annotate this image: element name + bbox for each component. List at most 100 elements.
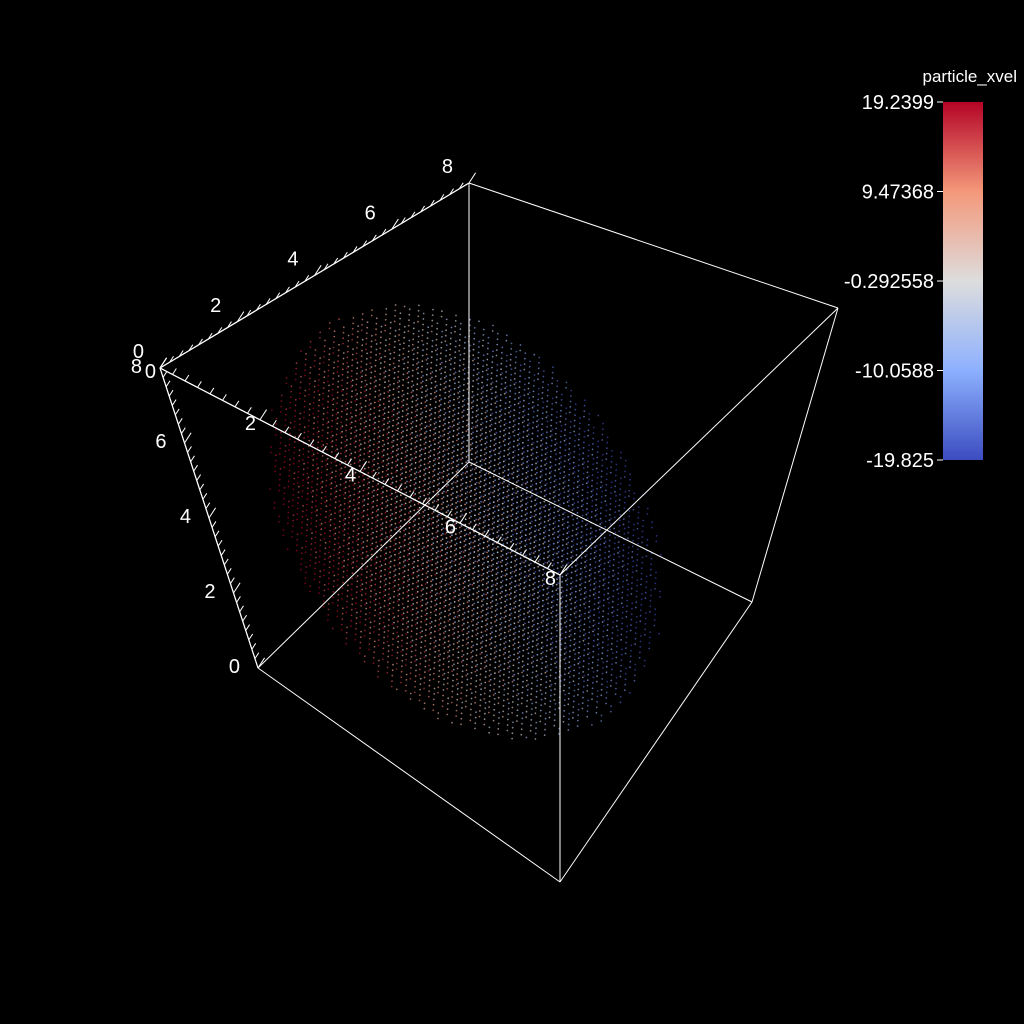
particle-point: [501, 533, 504, 536]
particle-point: [465, 507, 468, 510]
particle-point: [481, 646, 483, 648]
particle-point: [289, 407, 291, 409]
particle-point: [363, 432, 365, 435]
particle-point: [413, 458, 416, 460]
particle-point: [406, 377, 408, 380]
particle-point: [496, 525, 499, 528]
particle-point: [298, 449, 301, 451]
particle-point: [500, 419, 502, 422]
particle-point: [342, 363, 345, 365]
particle-point: [390, 477, 393, 480]
particle-point: [531, 708, 533, 710]
particle-point: [493, 470, 496, 472]
particle-point: [377, 405, 380, 408]
particle-point: [532, 634, 535, 637]
particle-point: [484, 437, 487, 440]
particle-point: [402, 404, 405, 407]
particle-point: [370, 513, 373, 515]
particle-point: [417, 335, 420, 338]
particle-point: [409, 428, 412, 430]
particle-point: [448, 359, 451, 362]
particle-point: [435, 338, 438, 341]
particle-point: [427, 565, 430, 567]
particle-point: [344, 492, 347, 494]
particle-point: [423, 468, 426, 471]
particle-point: [614, 536, 616, 539]
particle-point: [442, 657, 445, 660]
particle-point: [503, 501, 506, 503]
particle-point: [523, 607, 526, 610]
particle-point: [338, 500, 341, 502]
particle-point: [360, 366, 362, 368]
particle-point: [441, 435, 444, 438]
particle-point: [426, 331, 429, 334]
particle-point: [378, 628, 381, 631]
particle-point: [487, 503, 490, 506]
particle-point: [393, 403, 396, 405]
particle-point: [471, 422, 474, 424]
particle-point: [380, 544, 383, 546]
particle-point: [357, 538, 360, 541]
particle-point: [503, 455, 505, 457]
particle-point: [591, 494, 594, 497]
particle-point: [439, 550, 442, 553]
particle-point: [306, 498, 309, 501]
particle-point: [521, 717, 524, 720]
particle-point: [608, 602, 610, 604]
particle-point: [382, 642, 385, 644]
particle-point: [565, 614, 568, 617]
particle-point: [471, 609, 474, 612]
particle-point: [460, 499, 463, 502]
particle-point: [273, 507, 276, 510]
particle-point: [480, 662, 483, 665]
particle-point: [278, 484, 281, 487]
particle-point: [497, 529, 500, 532]
particle-point: [444, 558, 447, 561]
particle-point: [391, 680, 393, 682]
particle-point: [420, 459, 422, 461]
particle-point: [342, 524, 345, 527]
particle-point: [387, 380, 390, 382]
particle-point: [558, 488, 561, 491]
particle-point: [450, 545, 453, 548]
particle-point: [351, 583, 353, 585]
particle-point: [401, 659, 404, 662]
particle-point: [548, 529, 551, 531]
particle-point: [383, 392, 386, 394]
particle-point: [563, 522, 565, 525]
particle-point: [369, 387, 372, 390]
particle-point: [523, 368, 526, 371]
particle-point: [510, 342, 513, 345]
particle-point: [466, 684, 468, 686]
particle-point: [356, 503, 359, 506]
particle-point: [385, 313, 387, 316]
particle-point: [288, 449, 290, 451]
particle-point: [456, 500, 459, 503]
particle-point: [566, 604, 569, 606]
particle-point: [320, 522, 323, 525]
particle-point: [372, 500, 375, 503]
particle-point: [515, 584, 518, 586]
particle-point: [499, 643, 502, 646]
particle-point: [351, 572, 354, 575]
particle-point: [454, 544, 456, 546]
particle-point: [595, 519, 598, 521]
particle-point: [441, 497, 443, 500]
particle-point: [526, 486, 528, 489]
particle-point: [391, 415, 393, 418]
particle-point: [601, 453, 604, 456]
particle-point: [398, 598, 400, 601]
particle-point: [359, 485, 361, 488]
particle-point: [464, 549, 467, 552]
particle-point: [451, 426, 454, 428]
particle-point: [311, 501, 314, 503]
particle-point: [551, 382, 553, 385]
particle-point: [327, 608, 330, 611]
particle-point: [481, 635, 484, 638]
particle-point: [365, 556, 368, 559]
particle-point: [349, 412, 352, 414]
particle-point: [449, 374, 452, 376]
particle-point: [600, 558, 602, 561]
particle-point: [581, 535, 584, 537]
particle-point: [573, 471, 576, 473]
